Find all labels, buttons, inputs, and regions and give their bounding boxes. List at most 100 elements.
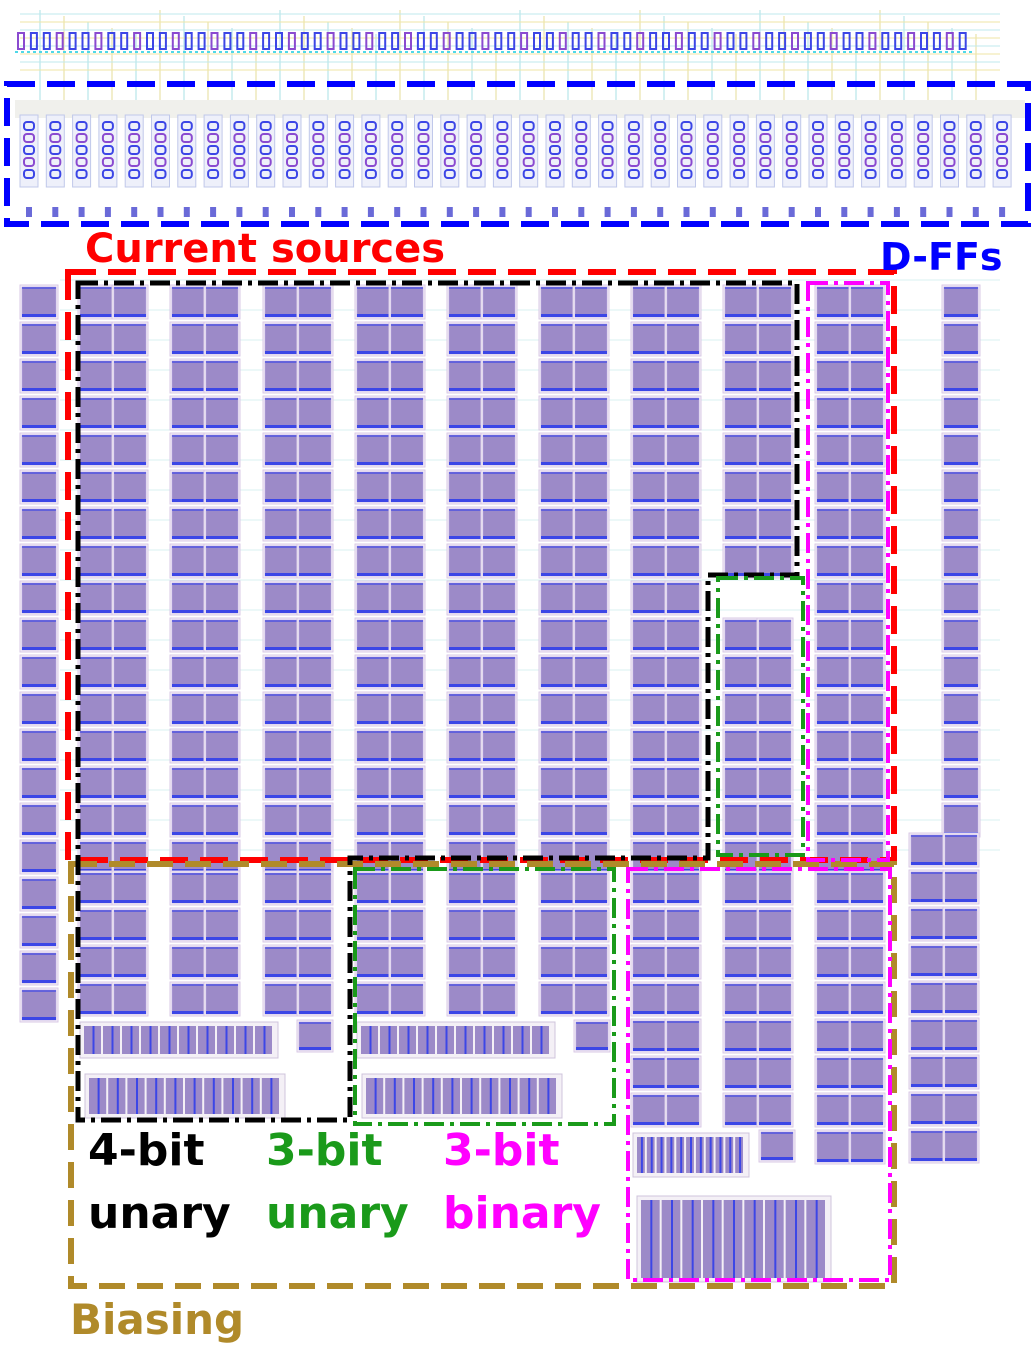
cell-contact: [80, 610, 112, 613]
logic-cell: [42, 32, 51, 50]
current-source-cell: [113, 767, 147, 799]
current-source-cell: [21, 989, 57, 1021]
cell-contact: [114, 731, 146, 733]
dff-device: [522, 121, 535, 131]
cell-contact: [633, 314, 665, 317]
cell-contact: [483, 721, 515, 724]
current-source-cell: [79, 730, 113, 762]
cell-contact: [541, 657, 573, 659]
dff-device: [575, 169, 588, 179]
current-sources-label: Current sources: [85, 226, 445, 272]
cell-contact: [265, 910, 297, 912]
cell-contact: [80, 768, 112, 770]
dff-device: [23, 157, 35, 167]
cell-contact: [206, 425, 238, 428]
cell-contact: [851, 462, 883, 465]
cell-contact: [357, 361, 389, 363]
cell-contact: [633, 324, 665, 326]
cell-contact: [172, 694, 204, 696]
dff-output: [525, 207, 532, 217]
cell-contact: [541, 546, 573, 548]
cell-contact: [945, 899, 977, 902]
dff-output: [867, 207, 874, 217]
cell-contact: [357, 620, 389, 622]
cell-contact: [851, 1159, 883, 1162]
bias-gate: [225, 1026, 228, 1054]
current-source-cell: [356, 619, 390, 651]
current-source-cell: [298, 323, 332, 355]
dff-device: [496, 169, 509, 179]
dff-output: [52, 207, 59, 217]
dff-device: [391, 157, 404, 167]
cell-contact: [725, 398, 757, 400]
cell-contact: [357, 462, 389, 465]
three-bit-binary-label: 3-bit: [443, 1125, 560, 1176]
current-source-cell: [448, 286, 482, 318]
cell-contact: [944, 684, 978, 687]
cell-contact: [633, 1021, 665, 1023]
cell-contact: [759, 795, 791, 798]
current-source-cell: [816, 1057, 850, 1089]
current-source-cell: [540, 360, 574, 392]
cell-contact: [633, 795, 665, 798]
cell-contact: [299, 937, 331, 940]
cell-contact: [357, 647, 389, 650]
current-source-cell: [943, 693, 979, 725]
dff-device: [23, 121, 35, 131]
cell-contact: [817, 1021, 849, 1023]
dff-device: [259, 133, 272, 143]
dff-device: [286, 145, 298, 155]
current-source-cell: [724, 508, 758, 540]
current-source-cell: [205, 656, 239, 688]
cell-contact: [817, 425, 849, 428]
current-source-cell: [850, 582, 884, 614]
dff-cell: [256, 114, 276, 188]
dff-device: [575, 121, 588, 131]
cell-contact: [759, 974, 791, 977]
cell-contact: [449, 462, 481, 465]
current-source-cell: [264, 545, 298, 577]
current-source-cell: [666, 1094, 700, 1126]
dff-device: [812, 157, 824, 167]
cell-contact: [944, 795, 978, 798]
cell-contact: [299, 351, 331, 354]
dff-device: [391, 169, 404, 179]
dff-device: [996, 169, 1009, 179]
dff-device: [996, 157, 1009, 167]
cell-contact: [483, 984, 515, 986]
cell-contact: [357, 536, 389, 539]
cell-contact: [483, 768, 515, 770]
cell-contact: [575, 795, 607, 798]
cell-contact: [449, 361, 481, 363]
cell-contact: [80, 287, 112, 289]
bias-gate: [187, 1026, 190, 1054]
dff-device: [549, 169, 561, 179]
cell-contact: [80, 472, 112, 474]
cell-contact: [817, 620, 849, 622]
cell-contact: [391, 388, 423, 391]
cell-contact: [265, 425, 297, 428]
cell-contact: [541, 768, 573, 770]
cell-contact: [299, 1047, 331, 1050]
cell-contact: [265, 721, 297, 724]
dff-device: [575, 157, 588, 167]
current-source-cell: [21, 323, 57, 355]
cell-contact: [299, 620, 331, 622]
cell-contact: [817, 731, 849, 733]
current-source-cell: [816, 983, 850, 1015]
cell-contact: [667, 462, 699, 465]
current-source-cell: [390, 767, 424, 799]
cell-contact: [80, 900, 112, 903]
cell-contact: [633, 694, 665, 696]
logic-cell: [339, 32, 348, 50]
cell-contact: [633, 425, 665, 428]
cell-contact: [541, 351, 573, 354]
cell-contact: [911, 862, 943, 865]
dff-output: [26, 207, 32, 217]
routing-bus: [15, 100, 1025, 118]
current-source-cell: [356, 872, 390, 904]
logic-cell: [855, 32, 864, 50]
dff-cell: [151, 114, 170, 188]
cell-contact: [667, 768, 699, 770]
dff-device: [312, 169, 325, 179]
